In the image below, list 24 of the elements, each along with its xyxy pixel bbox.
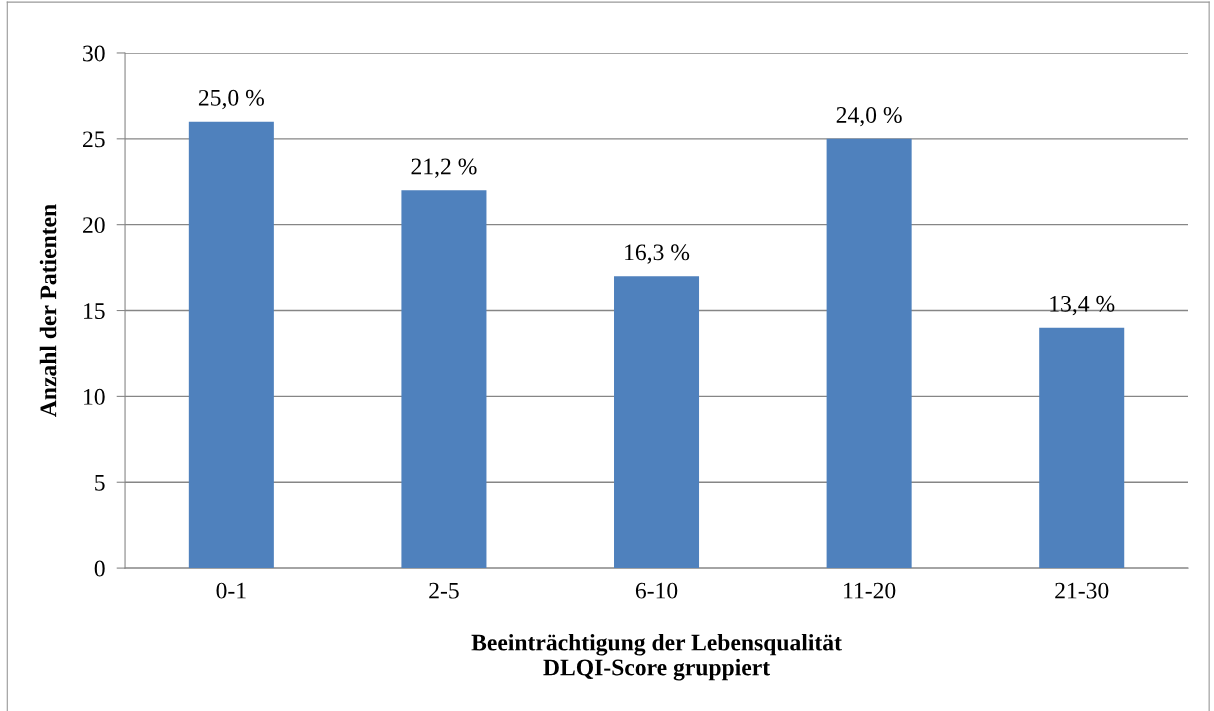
annotation: 21,2 %	[411, 158, 477, 178]
annotation: 16,3 %	[625, 244, 690, 264]
annotation: 24,0 %	[836, 106, 902, 127]
bar	[614, 276, 700, 569]
x-tick-label: 0-1	[216, 582, 246, 599]
y-tick-label: 25	[83, 131, 105, 148]
x-tick-label: 11-20	[844, 582, 896, 599]
y-tick-label: 20	[83, 217, 105, 234]
bar	[401, 190, 487, 569]
bar	[188, 121, 274, 569]
x-tick-label: 2-5	[429, 582, 459, 599]
bar	[826, 138, 912, 569]
y-tick-label: 30	[83, 45, 105, 62]
x-axis-title: Beeinträchtigung der Lebensqualität DLQI-Score gruppiert	[471, 633, 842, 681]
bar	[1039, 327, 1125, 569]
y-tick-label: 15	[84, 303, 105, 319]
y-tick-label: 5	[95, 474, 105, 491]
x-tick-label: 21-30	[1055, 582, 1109, 599]
x-tick-label: 6-10	[635, 582, 678, 599]
y-axis-title: Anzahl der Patienten	[39, 204, 57, 417]
annotation: 13,4 %	[1050, 295, 1115, 316]
y-tick-label: 0	[94, 560, 105, 577]
annotation: 25,0 %	[198, 89, 264, 110]
y-tick-label: 10	[84, 388, 105, 405]
